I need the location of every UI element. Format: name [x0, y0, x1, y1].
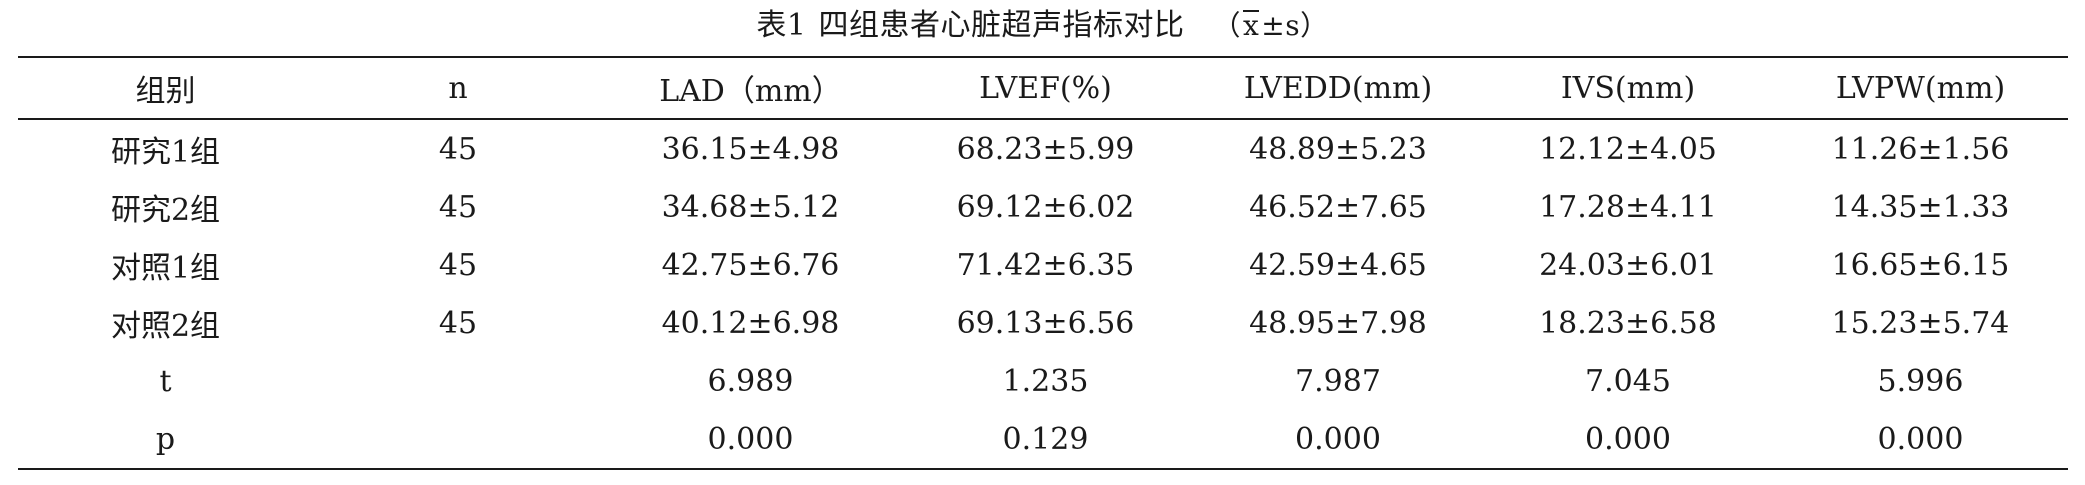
cell-lad: 0.000 — [707, 421, 794, 457]
table-row-t-statistic: t 6.989 1.235 7.987 7.045 5.996 — [18, 352, 2068, 410]
cell-n: 45 — [438, 189, 478, 225]
table-caption: 表1 四组患者心脏超声指标对比 （x±s） — [0, 4, 2085, 48]
cell-lvedd: 48.95±7.98 — [1249, 305, 1427, 341]
header-n: n — [448, 70, 468, 106]
cell-ivs: 17.28±4.11 — [1539, 189, 1717, 225]
cell-group: 对照2组 — [110, 309, 221, 344]
table-row-p-value: p 0.000 0.129 0.000 0.000 0.000 — [18, 410, 2068, 469]
table-number: 表1 — [756, 8, 807, 43]
table-row: 研究1组 45 36.15±4.98 68.23±5.99 48.89±5.23… — [18, 119, 2068, 178]
cell-ivs: 12.12±4.05 — [1539, 131, 1717, 167]
cell-lad: 34.68±5.12 — [661, 189, 840, 225]
cell-lvef: 0.129 — [1002, 421, 1089, 457]
cell-lvedd: 46.52±7.65 — [1249, 189, 1427, 225]
table-row: 研究2组 45 34.68±5.12 69.12±6.02 46.52±7.65… — [18, 178, 2068, 236]
open-paren: （ — [1212, 9, 1241, 42]
cell-ivs: 24.03±6.01 — [1539, 247, 1717, 283]
cell-lvef: 68.23±5.99 — [956, 131, 1135, 167]
plus-minus-s: ±s — [1261, 9, 1301, 42]
cell-group: 对照1组 — [110, 251, 221, 286]
cardiac-ultrasound-table: 组别 n LAD（mm） LVEF(%) LVEDD(mm) IVS(mm) L… — [18, 56, 2068, 470]
table-title: 四组患者心脏超声指标对比 — [818, 8, 1185, 43]
cell-lvedd: 42.59±4.65 — [1249, 247, 1427, 283]
cell-lvedd: 0.000 — [1295, 421, 1381, 457]
cell-n: 45 — [438, 305, 478, 341]
cell-lad: 6.989 — [707, 363, 794, 399]
cell-lad: 42.75±6.76 — [661, 247, 840, 283]
cell-group: t — [159, 363, 172, 399]
cell-lvpw: 16.65±6.15 — [1831, 247, 2010, 283]
cell-n: 45 — [438, 247, 478, 283]
header-lvpw: LVPW(mm) — [1835, 70, 2006, 106]
cell-n — [313, 352, 603, 410]
cell-ivs: 18.23±6.58 — [1539, 305, 1717, 341]
cell-lvpw: 5.996 — [1877, 363, 1964, 399]
table-container: 组别 n LAD（mm） LVEF(%) LVEDD(mm) IVS(mm) L… — [18, 56, 2068, 470]
x-bar-symbol: x — [1242, 9, 1260, 42]
table-row: 对照2组 45 40.12±6.98 69.13±6.56 48.95±7.98… — [18, 294, 2068, 352]
cell-lad: 40.12±6.98 — [661, 305, 840, 341]
cell-lvef: 71.42±6.35 — [956, 247, 1135, 283]
table-row: 对照1组 45 42.75±6.76 71.42±6.35 42.59±4.65… — [18, 236, 2068, 294]
cell-lad: 36.15±4.98 — [661, 131, 840, 167]
cell-lvef: 69.12±6.02 — [956, 189, 1135, 225]
cell-lvef: 1.235 — [1002, 363, 1089, 399]
header-ivs: IVS(mm) — [1560, 70, 1696, 106]
header-lad: LAD（mm） — [659, 74, 842, 109]
header-lvef: LVEF(%) — [979, 70, 1112, 106]
cell-group: 研究1组 — [110, 135, 221, 170]
cell-lvedd: 48.89±5.23 — [1249, 131, 1427, 167]
header-group: 组别 — [135, 74, 196, 109]
cell-n — [313, 410, 603, 469]
cell-lvpw: 11.26±1.56 — [1831, 131, 2010, 167]
cell-lvef: 69.13±6.56 — [956, 305, 1135, 341]
statistic-notation: （x±s） — [1212, 4, 1328, 48]
cell-lvedd: 7.987 — [1295, 363, 1381, 399]
cell-group: 研究2组 — [110, 193, 221, 228]
cell-ivs: 0.000 — [1585, 421, 1671, 457]
cell-lvpw: 14.35±1.33 — [1831, 189, 2010, 225]
cell-group: p — [155, 421, 176, 457]
cell-n: 45 — [438, 131, 478, 167]
cell-lvpw: 0.000 — [1877, 421, 1964, 457]
cell-ivs: 7.045 — [1585, 363, 1671, 399]
table-header-row: 组别 n LAD（mm） LVEF(%) LVEDD(mm) IVS(mm) L… — [18, 57, 2068, 119]
header-lvedd: LVEDD(mm) — [1243, 70, 1433, 106]
close-paren: ） — [1300, 9, 1329, 42]
cell-lvpw: 15.23±5.74 — [1831, 305, 2010, 341]
